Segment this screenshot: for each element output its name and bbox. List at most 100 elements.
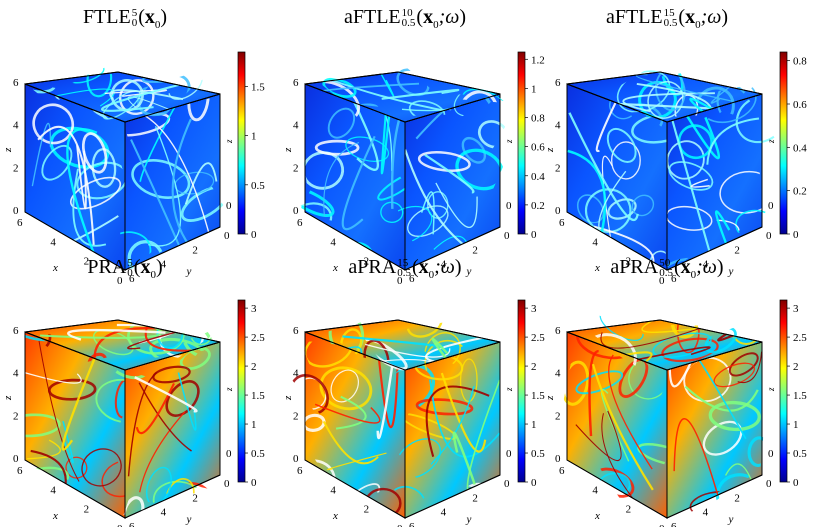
z-tick-label: 6 <box>555 325 561 337</box>
flow-structure <box>728 352 759 377</box>
ridge-line <box>148 125 182 247</box>
ridge-line <box>41 88 115 107</box>
ridge-line <box>420 191 435 235</box>
y-tick-label: 0 <box>766 478 772 490</box>
x-tick-label: 6 <box>17 217 23 229</box>
colorbar-tick-label: 1.5 <box>251 390 265 402</box>
colorbar-tick-label: 1 <box>251 419 257 431</box>
x-tick-label: 2 <box>364 504 370 516</box>
y-tick-label: 0 <box>504 478 510 490</box>
colorbar <box>237 51 246 235</box>
x-axis-label: x <box>594 262 600 274</box>
ridge-line <box>322 420 379 465</box>
z-tick-label: 2 <box>555 410 561 422</box>
colorbar-tick-label: 0.5 <box>793 448 807 460</box>
ridge-line <box>127 371 158 477</box>
colorbar-tick-label: 2 <box>531 361 537 373</box>
y-tick-label: 2 <box>472 492 478 504</box>
colorbar-axis-label: z <box>504 139 514 144</box>
z-tick-label: 0 <box>226 200 232 212</box>
ridge-line <box>139 411 186 493</box>
y-tick-label: 6 <box>129 273 135 285</box>
colorbar-tick-label: 0 <box>251 229 257 241</box>
colorbar-tick-label: 1 <box>251 131 257 143</box>
y-tick-label: 4 <box>703 259 709 271</box>
colorbar <box>237 299 246 483</box>
panel-pra5 <box>14 299 248 527</box>
colorbar-tick-label: 0.6 <box>793 99 807 111</box>
flow-structure <box>719 170 772 214</box>
y-tick-label: 0 <box>766 230 772 242</box>
ridge-line <box>431 337 450 362</box>
x-tick-label: 6 <box>297 465 303 477</box>
ridge-line <box>591 363 654 491</box>
cube-edge <box>304 71 501 123</box>
z-tick-label: 0 <box>13 205 19 217</box>
colorbar-tick-label: 2 <box>793 361 799 373</box>
colorbar-tick-label: 1.5 <box>531 390 545 402</box>
x-tick-label: 6 <box>559 465 565 477</box>
ridge-line <box>568 112 639 221</box>
ridge-line <box>435 182 478 229</box>
ridge-line <box>177 372 197 431</box>
z-axis-label: z <box>282 147 294 153</box>
y-tick-label: 0 <box>504 230 510 242</box>
z-tick-label: 6 <box>13 77 19 89</box>
ridge-line <box>138 382 192 452</box>
z-tick-label: 6 <box>293 325 299 337</box>
flow-structure <box>461 136 487 164</box>
title-omega: ;ω <box>434 256 455 278</box>
colorbar <box>779 51 788 235</box>
title-omega: ;ω <box>700 6 722 28</box>
z-tick-label: 4 <box>555 120 561 132</box>
cube-edge <box>24 71 221 123</box>
ridge-line <box>134 376 198 413</box>
title-arg: x <box>144 6 155 28</box>
ridge-line <box>706 117 760 165</box>
colorbar-tick-label: 3 <box>793 303 799 315</box>
z-tick-label: 0 <box>768 200 774 212</box>
z-axis-label: z <box>544 147 556 153</box>
title-arg-sub: 0 <box>428 269 435 281</box>
ridge-line <box>380 73 395 97</box>
flow-structure <box>666 140 705 180</box>
y-tick-label: 2 <box>472 244 478 256</box>
title-sub: 0 <box>131 17 138 30</box>
title-arg-sub: 0 <box>695 19 701 31</box>
x-tick-label: 0 <box>397 523 403 527</box>
title-sub: 0.5 <box>397 267 411 280</box>
z-tick-label: 6 <box>13 325 19 337</box>
y-tick-label: 0 <box>224 230 230 242</box>
colorbar-tick-label: 1 <box>531 83 537 95</box>
ridge-line <box>109 89 184 101</box>
cube-edge <box>566 319 763 371</box>
flow-structure <box>565 486 589 507</box>
ridge-line <box>608 354 653 470</box>
colorbar-tick-label: 2.5 <box>251 332 265 344</box>
flow-structure <box>647 81 684 119</box>
y-axis-label: y <box>186 514 192 526</box>
colorbar-tick-label: 0.4 <box>531 171 545 183</box>
ridge-line <box>335 395 367 430</box>
flow-structure <box>607 198 637 220</box>
x-axis-label: x <box>52 262 58 274</box>
x-tick-label: 4 <box>50 484 56 496</box>
ridge-line <box>66 127 101 268</box>
colorbar-tick-label: 1.5 <box>251 81 265 93</box>
z-axis-label: z <box>2 395 14 401</box>
z-tick-label: 0 <box>293 453 299 465</box>
ridge-line <box>425 385 490 457</box>
ridge-line <box>365 343 451 358</box>
cube-right-face <box>404 93 501 271</box>
colorbar-tick-label: 1.2 <box>531 54 545 66</box>
ridge-line <box>601 413 642 509</box>
x-tick-label: 2 <box>626 256 632 268</box>
flow-structure <box>330 369 359 403</box>
y-tick-label: 2 <box>192 244 198 256</box>
title-sup: 15 <box>397 257 409 270</box>
colorbar-axis-label: z <box>504 387 514 392</box>
ridge-line <box>31 123 52 187</box>
x-tick-label: 2 <box>84 256 90 268</box>
y-tick-label: 6 <box>671 521 677 527</box>
ridge-line <box>139 102 178 182</box>
